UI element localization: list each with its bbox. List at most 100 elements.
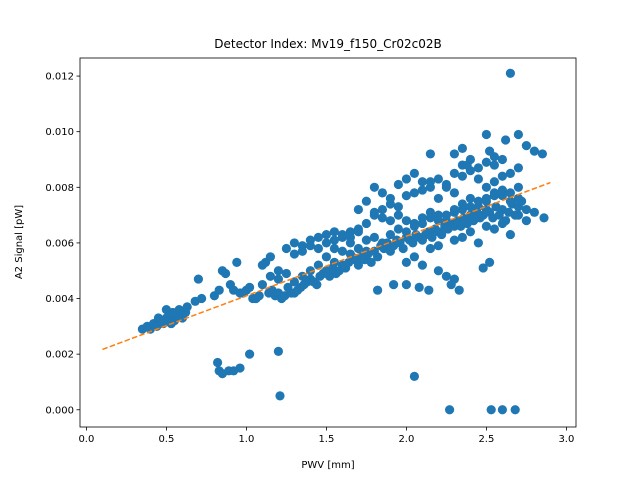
scatter-point [377,188,387,198]
scatter-point [449,207,459,217]
scatter-point [377,204,387,215]
scatter-point [454,285,464,295]
scatter-point [457,143,467,153]
scatter-point [457,171,467,181]
scatter-point [497,218,507,229]
scatter-point [473,174,483,184]
scatter-point [401,216,411,226]
scatter-point [414,282,424,293]
scatter-point [305,241,315,251]
scatter-point [329,235,339,245]
x-tick-label: 0.0 [78,434,94,445]
scatter-point [505,168,515,178]
fit-line [102,181,551,351]
scatter-point [441,182,451,192]
scatter-point [497,154,507,165]
scatter-point [425,243,435,254]
scatter-point [473,238,483,248]
scatter-point [446,280,456,290]
scatter-point [465,193,475,204]
scatter-point [449,149,459,159]
scatter-point [361,218,371,229]
scatter-point [401,257,411,267]
scatter-point [457,232,467,242]
scatter-point [275,391,285,401]
scatter-point [385,229,395,240]
y-tick-label: 0.006 [45,238,74,249]
scatter-point [501,135,511,145]
scatter-point [353,204,363,215]
scatter-point [321,252,331,262]
scatter-point [497,171,507,181]
y-tick-label: 0.004 [45,294,74,305]
scatter-point [505,188,515,198]
x-tick-label: 3.0 [558,434,574,445]
scatter-point [417,185,427,195]
scatter-point [401,227,411,237]
scatter-point [409,371,419,381]
chart-title: Detector Index: Mv19_f150_Cr02c02B [214,37,442,51]
scatter-point [305,266,315,276]
scatter-point [521,204,532,215]
scatter-point [521,216,532,226]
scatter-point [489,191,499,201]
scatter-point [433,193,443,204]
scatter-point [232,257,242,267]
scatter-point [481,182,491,192]
y-tick-label: 0.012 [45,72,74,83]
scatter-point [337,229,347,240]
scatter-point [427,232,437,242]
scatter-point [401,191,411,201]
scatter-point [313,232,323,242]
scatter-point [193,274,203,284]
scatter-point [497,185,507,195]
scatter-point [409,221,419,231]
scatter-point [513,129,524,140]
scatter-point [393,210,403,220]
plot-area [102,68,551,415]
y-axis: 0.000 0.002 0.004 0.006 0.008 0.010 0.012 [45,72,80,416]
scatter-point [409,252,419,262]
scatter-point [489,152,499,162]
scatter-point [473,163,483,173]
scatter-point [329,243,339,254]
scatter-point [425,149,435,159]
scatter-point [441,210,451,220]
scatter-point [257,280,267,290]
x-axis-label: PWV [mm] [301,460,354,471]
scatter-point [465,227,475,237]
scatter-point [445,405,455,415]
scatter-point [373,285,383,295]
scatter-point [529,146,540,156]
scatter-point [417,177,427,187]
scatter-point [437,229,447,240]
scatter-point [398,243,408,254]
scatter-point [221,268,231,279]
scatter-point [449,235,459,245]
scatter-point [353,243,363,254]
scatter-point [505,229,515,240]
scatter-point [281,243,291,254]
scatter-point [513,163,524,173]
scatter-point [254,291,264,301]
scatter-point [393,224,403,234]
scatter-point [513,182,524,192]
scatter-point [457,204,467,215]
scatter-point [489,160,499,170]
scatter-point [537,149,548,159]
scatter-point [265,271,275,281]
scatter-point [489,177,499,187]
scatter-point [373,252,383,262]
scatter-point [401,280,411,290]
y-tick-label: 0.008 [45,183,74,194]
scatter-point [214,285,224,295]
scatter-point [409,168,419,178]
scatter-point [361,235,371,245]
scatter-point [497,405,507,415]
y-tick-label: 0.000 [45,405,74,416]
scatter-point [424,285,434,295]
x-tick-label: 1.5 [318,434,334,445]
scatter-point [385,216,395,226]
scatter-point [478,263,488,273]
x-tick-label: 2.0 [398,434,414,445]
